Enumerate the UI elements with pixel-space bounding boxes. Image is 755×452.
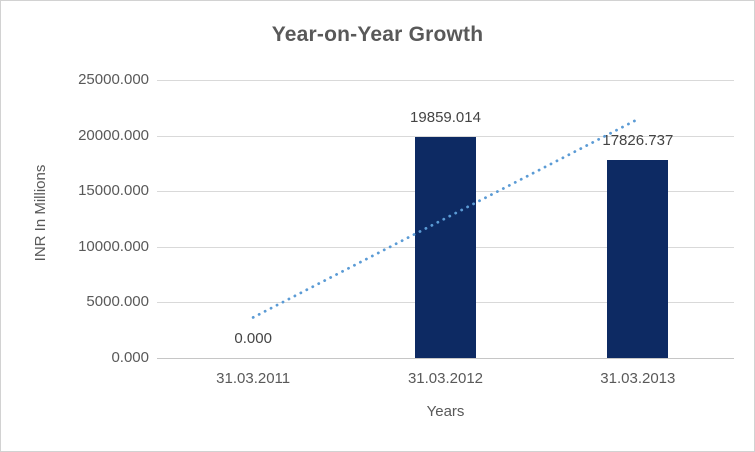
y-axis-tick-label: 25000.000 <box>78 71 149 88</box>
x-axis-tick-label: 31.03.2013 <box>600 370 676 387</box>
bar-data-label: 17826.737 <box>602 131 674 149</box>
bar <box>607 159 669 358</box>
bar <box>415 137 476 358</box>
y-axis-tick-label: 15000.000 <box>78 182 149 200</box>
y-axis-tick-label: 20000.000 <box>78 126 149 144</box>
gridline <box>157 80 734 81</box>
bar-data-label: 19859.014 <box>410 109 481 127</box>
x-axis-title: Years <box>426 403 465 420</box>
y-axis-tick-label: 10000.000 <box>78 237 149 255</box>
chart-title: Year-on-Year Growth <box>271 23 484 46</box>
y-axis-tick-label: 0.000 <box>111 349 149 366</box>
y-axis-tick-label: 5000.000 <box>86 293 149 311</box>
bar-data-label: 0.000 <box>234 330 272 347</box>
y-axis-title: INR In Millions <box>32 164 49 262</box>
x-axis-tick-label: 31.03.2012 <box>407 370 484 387</box>
x-axis-tick-label: 31.03.2011 <box>216 370 291 387</box>
x-axis-line <box>157 358 734 359</box>
